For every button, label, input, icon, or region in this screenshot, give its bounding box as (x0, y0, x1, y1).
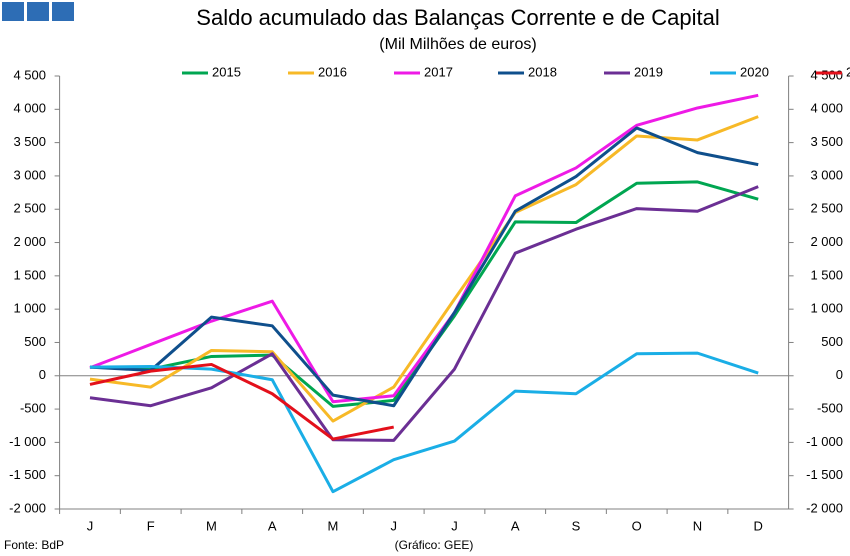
x-tick-label: D (754, 518, 763, 533)
y-tick-label: -2 000 (9, 500, 46, 515)
y2-tick-label: 3 500 (810, 134, 843, 149)
y-tick-label: -1 000 (9, 434, 46, 449)
credit: (Gráfico: GEE) (395, 538, 474, 552)
chart-subtitle: (Mil Milhões de euros) (379, 36, 536, 53)
series-line (89, 185, 759, 442)
y-tick-label: 0 (39, 367, 46, 382)
series-line (89, 180, 759, 408)
x-tick-label: A (511, 518, 520, 533)
x-tick-label: J (451, 518, 458, 533)
x-tick-label: N (693, 518, 702, 533)
y-tick-label: 4 500 (13, 67, 46, 82)
x-tick-label: O (632, 518, 642, 533)
x-tick-label: A (268, 518, 277, 533)
series-line (89, 126, 759, 408)
y2-tick-label: 2 500 (810, 201, 843, 216)
logo-block (2, 2, 24, 21)
y2-tick-label: -1 500 (806, 467, 843, 482)
x-tick-label: F (147, 518, 155, 533)
y-tick-label: 500 (24, 334, 46, 349)
y2-tick-label: 1 500 (810, 267, 843, 282)
y-tick-label: 2 000 (13, 234, 46, 249)
series-line (89, 115, 759, 423)
y2-tick-label: -500 (817, 401, 843, 416)
legend-label: 2019 (634, 64, 663, 79)
y-tick-label: 4 000 (13, 101, 46, 116)
legend-label: 2017 (424, 64, 453, 79)
x-tick-label: J (390, 518, 397, 533)
y2-tick-label: 4 500 (810, 67, 843, 82)
legend-label: 2016 (318, 64, 347, 79)
y-tick-label: 1 500 (13, 267, 46, 282)
legend-label: 2021 (846, 64, 850, 79)
y-tick-label: 1 000 (13, 301, 46, 316)
source: Fonte: BdP (4, 538, 64, 552)
legend-label: 2020 (740, 64, 769, 79)
y-tick-label: 3 000 (13, 167, 46, 182)
x-tick-label: M (206, 518, 217, 533)
series-line (89, 93, 759, 404)
legend-label: 2015 (212, 64, 241, 79)
y2-tick-label: 500 (821, 334, 843, 349)
x-tick-label: S (572, 518, 581, 533)
logo-block (52, 2, 74, 21)
y-tick-label: -1 500 (9, 467, 46, 482)
x-tick-label: J (87, 518, 94, 533)
y-tick-label: 3 500 (13, 134, 46, 149)
legend-label: 2018 (528, 64, 557, 79)
x-tick-label: M (328, 518, 339, 533)
chart-title: Saldo acumulado das Balanças Corrente e … (196, 5, 719, 30)
y2-tick-label: 0 (836, 367, 843, 382)
series-line (89, 362, 395, 441)
y2-tick-label: 2 000 (810, 234, 843, 249)
y2-tick-label: -2 000 (806, 500, 843, 515)
y-tick-label: 2 500 (13, 201, 46, 216)
y-tick-label: -500 (20, 401, 46, 416)
logo-block (27, 2, 49, 21)
y2-tick-label: 3 000 (810, 167, 843, 182)
series-line (89, 351, 759, 494)
y2-tick-label: -1 000 (806, 434, 843, 449)
y2-tick-label: 1 000 (810, 301, 843, 316)
y2-tick-label: 4 000 (810, 101, 843, 116)
